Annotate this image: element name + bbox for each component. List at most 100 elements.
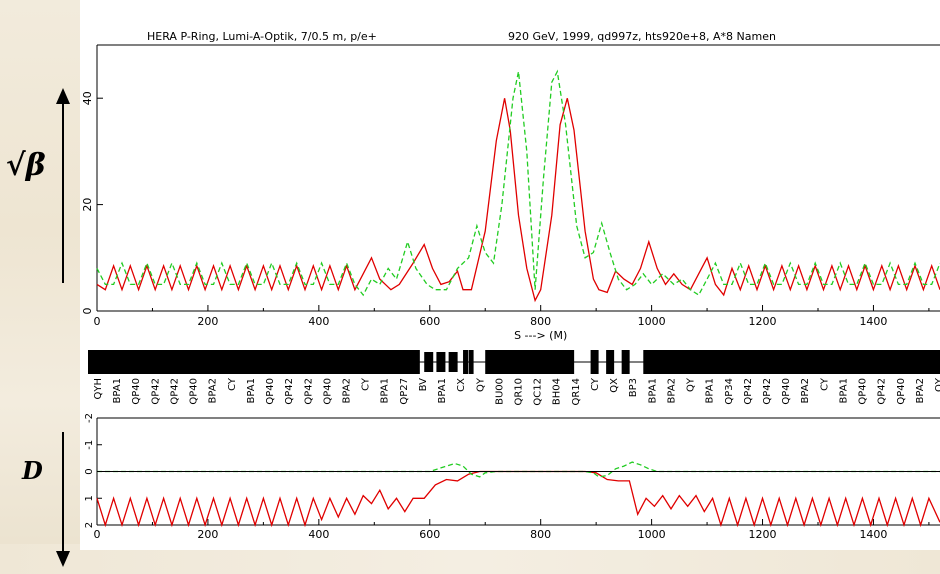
- dispersion-symbol: D: [22, 456, 43, 485]
- magnet-block: [655, 350, 660, 374]
- magnet-block: [107, 350, 113, 374]
- magnet-block: [679, 350, 684, 374]
- beta-x-tick-label: 800: [530, 315, 551, 328]
- magnet-block: [779, 350, 784, 374]
- magnet-block: [727, 350, 732, 374]
- magnet-block: [759, 350, 764, 374]
- magnet-name-label: QP40: [322, 378, 333, 405]
- magnet-block: [739, 350, 744, 374]
- magnet-block: [247, 350, 253, 374]
- magnet-block: [88, 350, 96, 374]
- magnet-block: [807, 350, 812, 374]
- magnet-name-label: CY: [227, 377, 238, 391]
- magnet-block: [95, 350, 101, 374]
- beta-x-tick-label: 200: [197, 315, 218, 328]
- magnet-block: [255, 350, 261, 374]
- magnet-block: [509, 350, 514, 374]
- magnet-block: [546, 350, 550, 374]
- magnet-block: [695, 350, 700, 374]
- magnet-name-label: QX: [609, 378, 620, 393]
- beta-x-tick-label: 1200: [749, 315, 777, 328]
- magnet-block: [651, 350, 656, 374]
- magnet-block: [818, 350, 824, 374]
- disp-series-red: [96, 470, 940, 528]
- magnet-block: [151, 350, 157, 374]
- magnet-block: [663, 350, 668, 374]
- magnet-block: [497, 350, 501, 374]
- magnet-block: [743, 350, 748, 374]
- magnet-name-label: QP40: [858, 378, 869, 405]
- sqrt-beta-symbol: √β: [6, 148, 46, 183]
- disp-x-tick-label: 1000: [638, 528, 666, 541]
- magnet-block: [803, 350, 808, 374]
- magnet-block: [187, 350, 193, 374]
- magnet-block: [183, 350, 189, 374]
- magnet-block: [287, 350, 293, 374]
- magnet-block: [415, 350, 420, 374]
- magnet-block: [926, 350, 932, 374]
- plot-panel: [80, 0, 940, 550]
- magnet-block: [299, 350, 305, 374]
- magnet-block: [771, 350, 776, 374]
- magnet-block: [339, 350, 344, 374]
- magnet-block: [540, 350, 544, 374]
- magnet-name-label: QP42: [762, 378, 773, 405]
- magnet-block: [371, 350, 376, 374]
- magnet-block: [331, 350, 336, 374]
- magnet-block: [914, 350, 920, 374]
- magnet-block: [810, 350, 816, 374]
- beta-x-tick-label: 1400: [859, 315, 887, 328]
- magnet-block: [723, 350, 728, 374]
- magnet-block: [814, 350, 820, 374]
- magnet-name-label: QP40: [896, 378, 907, 405]
- magnet-block: [448, 352, 458, 372]
- magnet-block: [367, 350, 372, 374]
- magnet-block: [327, 350, 332, 374]
- magnet-block: [203, 350, 209, 374]
- magnet-name-label: BPA2: [800, 378, 811, 403]
- magnet-block: [139, 350, 145, 374]
- magnet-block: [119, 350, 125, 374]
- magnet-block: [251, 350, 257, 374]
- magnet-block: [866, 350, 872, 374]
- magnet-block: [530, 350, 535, 374]
- magnet-name-label: QR14: [571, 378, 582, 406]
- magnet-block: [135, 350, 141, 374]
- magnet-block: [910, 350, 916, 374]
- magnet-block: [500, 350, 504, 374]
- beta-y-tick-label: 20: [81, 198, 94, 212]
- magnet-block: [906, 350, 912, 374]
- magnet-block: [898, 350, 904, 374]
- magnet-block: [687, 350, 692, 374]
- magnet-block: [191, 350, 197, 374]
- magnet-name-label: QYH: [93, 378, 104, 400]
- magnet-name-label: QP42: [150, 378, 161, 405]
- beta-y-tick-label: 40: [81, 91, 94, 105]
- magnet-block: [283, 350, 289, 374]
- magnet-block: [383, 350, 388, 374]
- magnet-block: [179, 350, 185, 374]
- magnet-block: [558, 350, 562, 374]
- magnet-block: [747, 350, 752, 374]
- magnet-block: [830, 350, 836, 374]
- disp-y-tick-label: -1: [84, 440, 95, 450]
- magnet-block: [407, 350, 412, 374]
- magnet-name-label: BPA2: [342, 378, 353, 403]
- header-left-text: HERA P-Ring, Lumi-A-Optik, 7/0.5 m, p/e+: [147, 30, 377, 43]
- magnet-block: [379, 350, 384, 374]
- magnet-block: [219, 350, 225, 374]
- magnet-block: [552, 350, 556, 374]
- magnet-block: [295, 350, 301, 374]
- magnet-block: [922, 350, 928, 374]
- magnet-block: [659, 350, 664, 374]
- magnet-name-label: BPA1: [437, 378, 448, 403]
- disp-x-tick-label: 400: [308, 528, 329, 541]
- magnet-name-label: QP42: [170, 378, 181, 405]
- magnet-block: [319, 350, 325, 374]
- magnet-name-label: BPA1: [838, 378, 849, 403]
- disp-y-tick-label: 2: [84, 522, 95, 528]
- magnet-block: [795, 350, 800, 374]
- magnet-block: [307, 350, 313, 374]
- magnet-block: [621, 350, 630, 374]
- magnet-block: [343, 350, 348, 374]
